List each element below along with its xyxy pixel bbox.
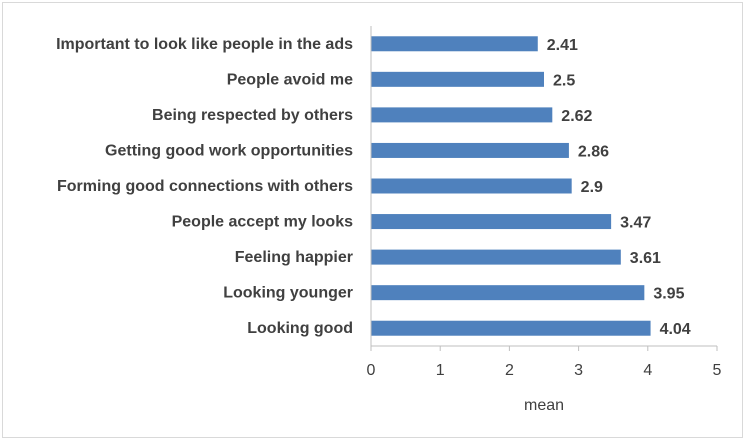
category-label: Looking good [247, 320, 353, 337]
x-tick-label: 1 [436, 362, 445, 379]
data-label: 2.86 [578, 143, 609, 160]
category-label: People avoid me [227, 71, 353, 88]
category-label: Getting good work opportunities [105, 142, 353, 159]
x-tick-label: 0 [367, 362, 376, 379]
category-label: Feeling happier [235, 249, 353, 266]
value-labels: 2.41 2.5 2.62 2.86 2.9 3.47 3.61 3.95 4.04 [547, 37, 691, 338]
category-label: Forming good connections with others [57, 178, 353, 195]
x-tick-label: 2 [505, 362, 514, 379]
x-tick-label: 3 [574, 362, 583, 379]
bars [371, 36, 651, 336]
data-label: 4.04 [660, 321, 691, 338]
bar [371, 142, 569, 158]
bar [371, 320, 651, 336]
bar [371, 36, 538, 52]
category-labels: Important to look like people in the ads… [56, 36, 353, 337]
category-label: Looking younger [223, 285, 353, 302]
data-label: 3.61 [630, 250, 661, 267]
data-label: 2.5 [553, 72, 575, 89]
bar [371, 214, 612, 230]
data-label: 3.47 [620, 215, 651, 232]
category-label: Being respected by others [152, 107, 353, 124]
x-axis-title: mean [524, 397, 564, 414]
bar [371, 107, 553, 123]
category-label: Important to look like people in the ads [56, 36, 353, 53]
data-label: 3.95 [653, 286, 684, 303]
x-axis-ticks: 0 1 2 3 4 5 [367, 346, 722, 379]
data-label: 2.62 [561, 108, 592, 125]
bar [371, 71, 544, 87]
bar [371, 249, 621, 265]
x-tick-label: 4 [643, 362, 652, 379]
bar [371, 178, 572, 194]
data-label: 2.9 [581, 179, 603, 196]
data-label: 2.41 [547, 37, 578, 54]
bar [371, 285, 645, 301]
category-label: People accept my looks [172, 214, 354, 231]
x-tick-label: 5 [713, 362, 722, 379]
